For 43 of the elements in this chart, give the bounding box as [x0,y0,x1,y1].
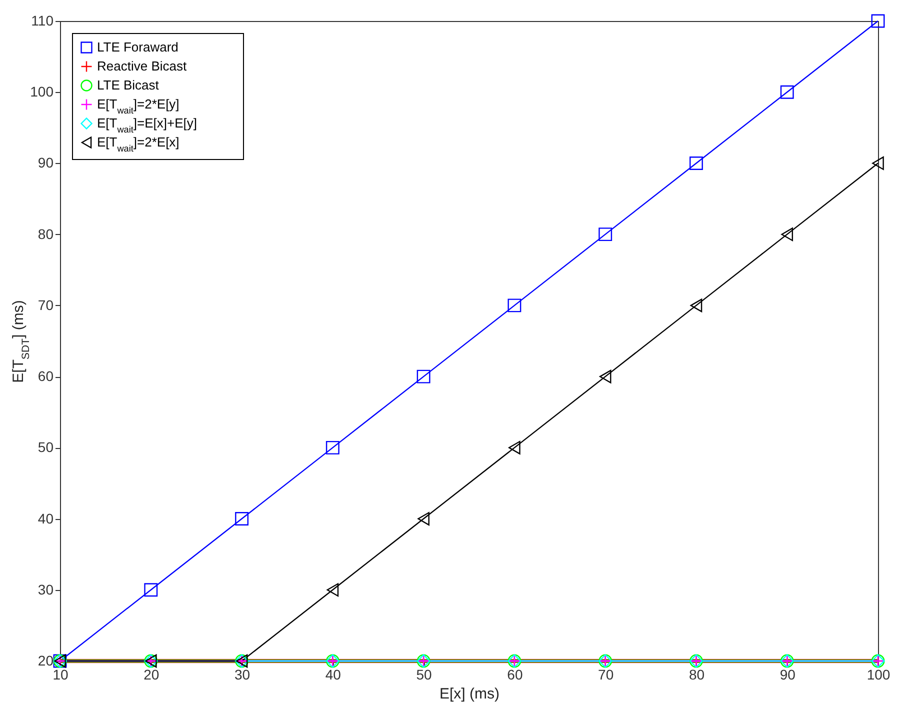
point [599,370,612,384]
y-tick-label: 50 [38,439,54,456]
legend-label: E[T$_{wait}$]=E[x]+E[y] [97,116,197,134]
point [326,440,340,454]
x-axis-title: E[x] (ms) [440,686,500,702]
y-tick-label: 20 [38,652,54,668]
point [780,85,794,99]
point [690,298,702,312]
y-tick-label: 80 [38,226,54,242]
point [508,298,522,312]
legend-label: LTE Bicast [97,78,160,92]
x-tick-label: 80 [688,666,705,682]
y-tick-label: 70 [38,296,54,313]
x-tick-label: 20 [144,666,160,682]
point [144,583,158,597]
point [781,228,794,242]
point [235,512,248,526]
y-tick-label: 30 [38,581,54,598]
x-tick-label: 10 [52,666,68,682]
point [872,156,884,170]
point [416,370,430,384]
x-tick-label: 30 [234,666,250,682]
point [598,228,612,242]
x-tick-label: 60 [507,666,523,682]
legend-label: E[T$_{wait}$]=2*E[x] [97,134,180,154]
y-tick-label: 40 [38,510,54,526]
x-tick-label: 100 [866,666,890,682]
point [418,512,430,526]
x-tick-label: 90 [780,666,796,682]
x-tick-label: 40 [325,666,342,682]
y-tick-label: 90 [38,154,54,171]
legend-label: LTE Foraward [97,40,178,54]
point [871,14,885,28]
y-tick-label: 60 [38,368,54,384]
x-tick-label: 70 [598,666,614,682]
point [690,156,703,170]
y-tick-label: 100 [30,84,54,100]
x-tick-label: 50 [416,666,432,682]
legend-label: E[T$_{wait}$]=2*E[y] [97,96,180,116]
y-tick-label: 110 [31,12,54,28]
point [326,583,339,597]
legend-label: Reactive Bicast [97,58,187,74]
point [508,440,520,454]
